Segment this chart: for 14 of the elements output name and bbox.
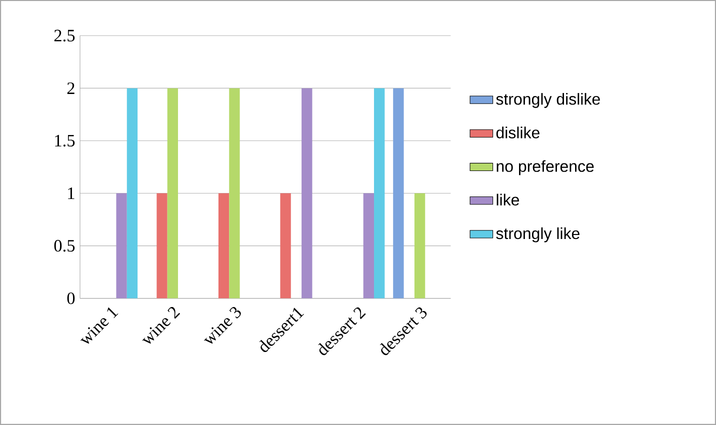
x-tick-label: wine 1 [80, 307, 118, 344]
legend-label: no preference [496, 160, 594, 176]
legend-label: dislike [496, 126, 540, 138]
y-tick-label: 1 [68, 188, 74, 199]
x-tick-label: wine 2 [142, 307, 180, 344]
legend-label: strongly dislike [496, 93, 600, 108]
y-tick-label: 2.5 [54, 30, 75, 42]
y-tick-label: 0 [67, 292, 75, 304]
y-tick-label: 2 [67, 82, 74, 94]
legend-label: strongly like [496, 227, 580, 242]
legend-label: like [496, 194, 520, 206]
y-tick-label: 0.5 [54, 240, 75, 252]
x-tick-label: wine 3 [204, 306, 241, 344]
y-tick-label: 1.5 [55, 134, 75, 147]
